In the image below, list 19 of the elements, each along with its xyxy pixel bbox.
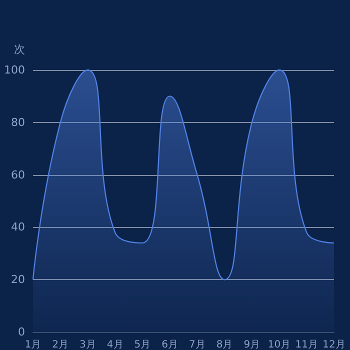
- y-tick-label: 80: [11, 116, 25, 129]
- x-tick-label: 6月: [162, 340, 178, 350]
- y-tick-label: 20: [11, 273, 25, 286]
- x-tick-label: 5月: [134, 340, 151, 350]
- x-tick-label: 11月: [295, 340, 318, 350]
- x-tick-label: 2月: [52, 340, 69, 350]
- x-tick-label: 12月: [322, 340, 346, 350]
- y-tick-label: 0: [18, 326, 25, 338]
- y-axis-title: 次: [14, 43, 25, 56]
- y-tick-label: 100: [4, 64, 25, 76]
- x-tick-label: 9月: [244, 340, 260, 350]
- y-tick-label: 60: [11, 168, 25, 182]
- x-tick-label: 7月: [188, 340, 206, 350]
- x-tick-label: 10月: [268, 340, 291, 350]
- x-tick-label: 8月: [216, 340, 233, 350]
- y-tick-label: 40: [11, 220, 25, 234]
- x-tick-label: 1月: [24, 340, 42, 350]
- x-tick-label: 3月: [80, 340, 96, 350]
- x-tick-label: 4月: [106, 340, 124, 350]
